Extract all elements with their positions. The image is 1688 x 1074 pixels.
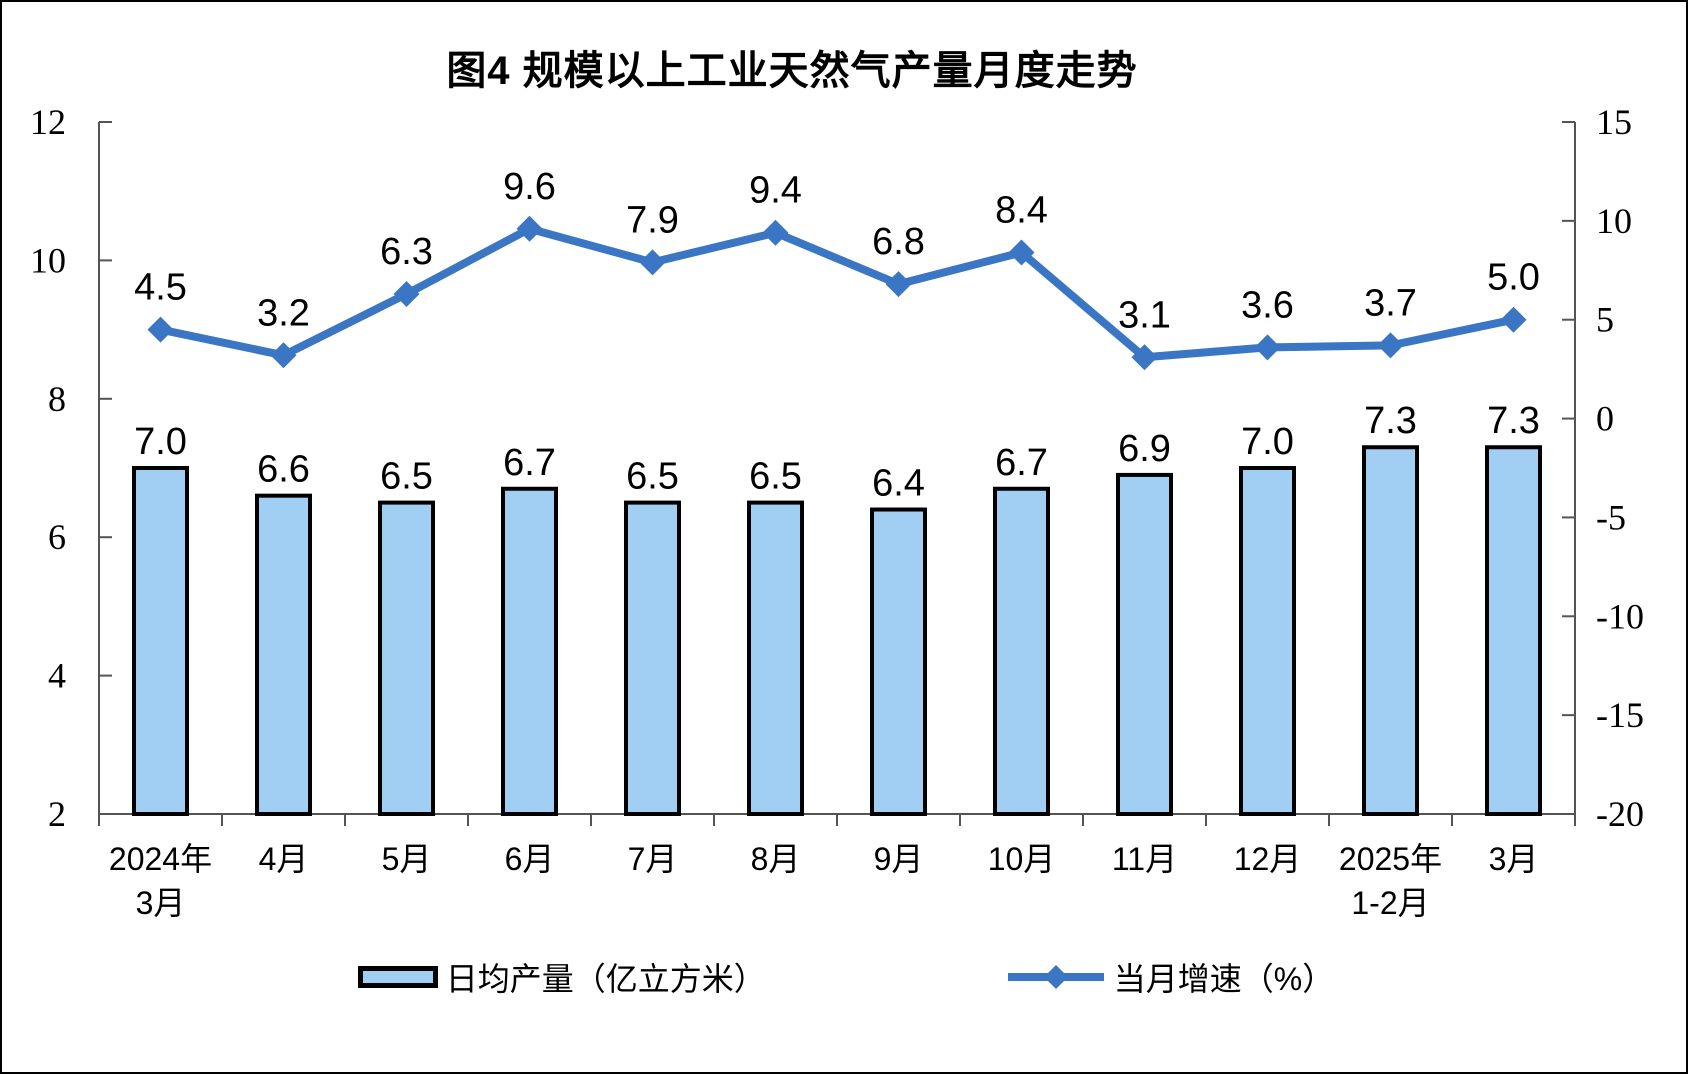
bar [255,493,312,816]
bar [501,486,558,816]
category-label: 3月 [136,885,186,921]
left-axis-tick-label: 4 [48,656,66,696]
line-value-label: 6.3 [380,231,433,273]
category-label: 3月 [1489,841,1539,877]
legend-bar-label: 日均产量（亿立方米） [445,961,766,997]
line-value-label: 9.4 [749,170,802,212]
category-label: 12月 [1234,841,1302,877]
diamond-marker-icon [516,215,543,242]
bar-value-label: 6.7 [995,442,1048,484]
diamond-marker-icon [639,249,666,276]
right-axis-tick-label: 5 [1596,300,1614,340]
diamond-marker-icon [270,342,297,369]
bar-value-label: 6.5 [380,456,433,498]
bar-value-label: 6.6 [257,449,310,491]
line-value-label: 3.7 [1364,282,1417,324]
bar [870,507,927,816]
left-axis-tick-label: 10 [30,240,66,280]
bar-value-label: 6.7 [503,442,556,484]
legend-item-bar-series: 日均产量（亿立方米） [357,954,766,1000]
line-value-label: 5.0 [1487,257,1540,299]
bar [1239,466,1296,816]
left-axis-ticks: 12 10 8 6 4 2 [30,102,112,834]
diamond-marker-icon [885,271,912,298]
right-axis-tick-label: -5 [1596,497,1626,537]
legend-item-line-series: 当月增速（%） [1006,954,1334,1000]
diamond-marker-icon [1131,344,1158,371]
bar-value-label: 7.3 [1487,400,1540,442]
diamond-marker-icon [1254,334,1281,361]
left-axis-tick-label: 6 [48,517,66,557]
category-label: 2024年 [109,841,212,877]
bar-series [132,445,1542,816]
bar [1362,445,1419,816]
bar-value-labels: 7.0 6.6 6.5 6.7 6.5 6.5 6.4 6.7 6.9 7.0 7.3 7.3 [134,400,1540,504]
diamond-marker-icon [762,219,789,246]
line-value-label: 7.9 [626,199,679,241]
bar-value-label: 6.5 [626,456,679,498]
legend-line-label: 当月增速（%） [1113,961,1335,997]
line-series-swatch-icon [1007,965,1104,989]
bar-value-label: 7.3 [1364,400,1417,442]
x-axis-category-labels: 2024年 3月 4月 5月 6月 7月 8月 9月 10月 11月 12月 2025年 1-2月 3月 [109,841,1539,921]
bar-value-label: 6.9 [1118,428,1171,470]
bar-value-label: 7.0 [134,421,187,463]
bar [378,500,435,816]
diamond-marker-icon [1008,239,1035,266]
bar [747,500,804,816]
bar-series-swatch-icon [357,966,438,988]
category-label: 2025年 [1339,841,1442,877]
category-label: 4月 [259,841,309,877]
bar [132,466,189,816]
category-label: 6月 [505,841,555,877]
category-label: 5月 [382,841,432,877]
bar-value-label: 7.0 [1241,421,1294,463]
left-axis-tick-label: 8 [48,379,66,419]
line-series [147,215,1527,371]
chart-title: 图4 规模以上工业天然气产量月度走势 [446,49,1138,93]
left-axis-tick-label: 2 [48,794,66,834]
line-value-label: 8.4 [995,189,1048,231]
bar [993,486,1050,816]
right-axis-tick-label: -15 [1596,695,1644,735]
category-label: 8月 [751,841,801,877]
right-axis-ticks: 15 10 5 0 -5 -10 -15 -20 [1562,102,1644,834]
line-path [156,224,1518,362]
legend: 日均产量（亿立方米） 当月增速（%） [2,954,1686,1000]
line-value-label: 3.6 [1241,284,1294,326]
left-axis-tick-label: 12 [30,102,66,142]
line-value-label: 6.8 [872,221,925,263]
category-label: 10月 [988,841,1056,877]
right-axis-tick-label: 0 [1596,399,1614,439]
category-label: 11月 [1112,841,1177,877]
diamond-marker-icon [393,281,420,308]
category-label: 1-2月 [1351,885,1429,921]
line-value-labels: 4.5 3.2 6.3 9.6 7.9 9.4 6.8 8.4 3.1 3.6 3.7 5.0 [134,166,1540,337]
x-axis-ticks [98,814,1576,826]
category-label: 9月 [874,841,924,877]
right-axis-tick-label: -10 [1596,596,1644,636]
line-value-label: 9.6 [503,166,556,208]
diamond-marker-icon [1377,332,1404,359]
right-axis-tick-label: -20 [1596,794,1644,834]
line-value-label: 3.1 [1118,294,1171,336]
bar [1485,445,1542,816]
bar-value-label: 6.5 [749,456,802,498]
diamond-marker-icon [147,316,174,343]
line-value-label: 3.2 [257,292,310,334]
diamond-marker-icon [1500,306,1527,333]
right-axis-tick-label: 15 [1596,102,1632,142]
bar-value-label: 6.4 [872,463,925,505]
line-value-label: 4.5 [134,267,187,309]
right-axis-tick-label: 10 [1596,201,1632,241]
category-label: 7月 [628,841,678,877]
axes [98,122,1576,815]
bar [624,500,681,816]
bar [1116,472,1173,816]
